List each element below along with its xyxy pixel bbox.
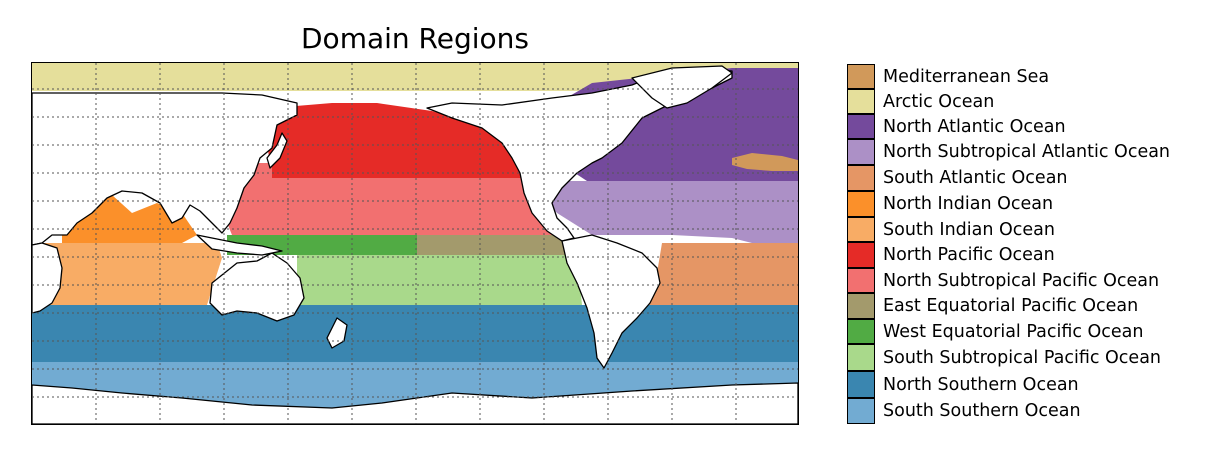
region-north-subtropical-pacific-ocean	[217, 163, 562, 235]
legend-label: South Indian Ocean	[883, 219, 1056, 240]
land-greenland	[631, 65, 733, 109]
legend-item-arctic-ocean: Arctic Ocean	[847, 89, 1217, 114]
legend-swatch	[847, 139, 875, 165]
legend-label: Mediterranean Sea	[883, 66, 1050, 87]
region-north-subtropical-atlantic-ocean	[527, 181, 798, 243]
legend-item-north-subtropical-pacific-ocean: North Subtropical Pacific Ocean	[847, 268, 1217, 293]
legend-item-north-indian-ocean: North Indian Ocean	[847, 191, 1217, 217]
legend-item-south-atlantic-ocean: South Atlantic Ocean	[847, 165, 1217, 191]
legend-label: Arctic Ocean	[883, 91, 995, 112]
legend-swatch	[847, 64, 875, 89]
legend-item-north-atlantic-ocean: North Atlantic Ocean	[847, 114, 1217, 139]
map-title: Domain Regions	[301, 22, 529, 55]
legend-swatch	[847, 89, 875, 114]
legend-swatch	[847, 165, 875, 191]
legend-swatch	[847, 191, 875, 217]
legend-label: South Southern Ocean	[883, 401, 1081, 421]
legend-label: South Atlantic Ocean	[883, 168, 1068, 188]
legend-swatch	[847, 293, 875, 319]
legend-item-west-equatorial-pacific-ocean: West Equatorial Pacific Ocean	[847, 319, 1217, 344]
legend-label: North Southern Ocean	[883, 374, 1079, 395]
legend-swatch	[847, 114, 875, 139]
region-north-southern-ocean	[32, 305, 798, 362]
land-south-america	[561, 234, 661, 369]
land-eurasia-africa	[32, 92, 298, 246]
legend-item-north-pacific-ocean: North Pacific Ocean	[847, 242, 1217, 268]
legend-label: North Pacific Ocean	[883, 245, 1055, 265]
legend-swatch	[847, 371, 875, 398]
region-south-atlantic-ocean	[637, 243, 798, 305]
region-mediterranean-sea	[732, 153, 798, 171]
legend-swatch	[847, 344, 875, 371]
legend-swatch	[847, 217, 875, 242]
legend-item-south-subtropical-pacific-ocean: South Subtropical Pacific Ocean	[847, 344, 1217, 371]
legend-label: North Atlantic Ocean	[883, 116, 1066, 137]
legend-item-mediterranean-sea: Mediterranean Sea	[847, 64, 1217, 89]
region-south-subtropical-pacific-ocean	[297, 255, 582, 305]
legend-item-north-subtropical-atlantic-ocean: North Subtropical Atlantic Ocean	[847, 139, 1217, 165]
legend-item-south-southern-ocean: South Southern Ocean	[847, 398, 1217, 424]
legend-label: East Equatorial Pacific Ocean	[883, 296, 1139, 316]
region-south-indian-ocean	[32, 243, 222, 305]
legend-item-east-equatorial-pacific-ocean: East Equatorial Pacific Ocean	[847, 293, 1217, 319]
region-north-pacific-ocean	[267, 103, 522, 178]
world-map	[32, 63, 798, 424]
land-africa-east	[32, 242, 63, 314]
legend-label: West Equatorial Pacific Ocean	[883, 321, 1144, 342]
legend-label: North Indian Ocean	[883, 194, 1054, 214]
legend-swatch	[847, 242, 875, 268]
legend-label: North Subtropical Pacific Ocean	[883, 270, 1160, 291]
region-east-equatorial-pacific-ocean	[417, 235, 572, 255]
legend-swatch	[847, 319, 875, 344]
legend-item-south-indian-ocean: South Indian Ocean	[847, 217, 1217, 242]
legend-label: South Subtropical Pacific Ocean	[883, 347, 1162, 368]
land-indonesia	[196, 234, 283, 256]
legend-label: North Subtropical Atlantic Ocean	[883, 142, 1171, 162]
map-panel	[31, 62, 799, 425]
legend-swatch	[847, 398, 875, 424]
legend-swatch	[847, 268, 875, 293]
legend-item-north-southern-ocean: North Southern Ocean	[847, 371, 1217, 398]
graticule	[32, 63, 798, 424]
